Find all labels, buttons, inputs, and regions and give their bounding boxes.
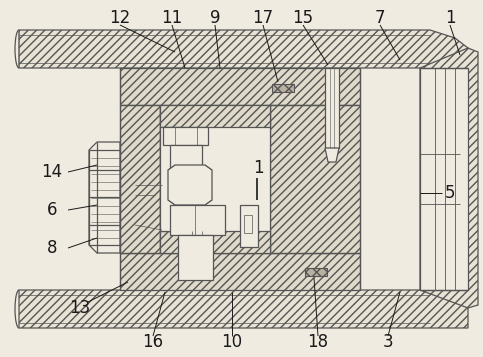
Text: 7: 7 <box>375 9 385 27</box>
Bar <box>120 253 360 290</box>
Text: 16: 16 <box>142 333 164 351</box>
Bar <box>160 105 270 253</box>
Bar <box>325 68 339 148</box>
Polygon shape <box>89 142 120 253</box>
Bar <box>160 127 180 231</box>
Text: 14: 14 <box>42 163 63 181</box>
Bar <box>160 105 270 127</box>
Text: 8: 8 <box>47 239 57 257</box>
Text: 12: 12 <box>109 9 130 27</box>
Polygon shape <box>325 148 339 162</box>
Polygon shape <box>420 48 478 308</box>
Bar <box>240 205 258 247</box>
Bar <box>420 68 468 290</box>
Text: 1: 1 <box>253 159 263 177</box>
Bar <box>120 105 160 253</box>
Bar <box>270 105 360 253</box>
Text: 1: 1 <box>445 9 455 27</box>
Text: 10: 10 <box>221 333 242 351</box>
Polygon shape <box>168 165 212 205</box>
Bar <box>272 84 294 92</box>
Text: 17: 17 <box>253 9 273 27</box>
Bar <box>163 127 208 145</box>
Text: 13: 13 <box>70 299 91 317</box>
Bar <box>120 68 360 105</box>
Text: 5: 5 <box>445 184 455 202</box>
Polygon shape <box>19 30 468 68</box>
Text: 15: 15 <box>292 9 313 27</box>
Text: 18: 18 <box>308 333 328 351</box>
Bar <box>160 231 270 253</box>
Bar <box>305 268 327 276</box>
Text: 3: 3 <box>383 333 393 351</box>
Bar <box>170 145 202 170</box>
Bar <box>244 215 252 233</box>
Text: 6: 6 <box>47 201 57 219</box>
Bar <box>170 205 225 235</box>
Text: 9: 9 <box>210 9 220 27</box>
Text: 11: 11 <box>161 9 183 27</box>
Bar <box>178 235 213 280</box>
Polygon shape <box>19 290 468 328</box>
